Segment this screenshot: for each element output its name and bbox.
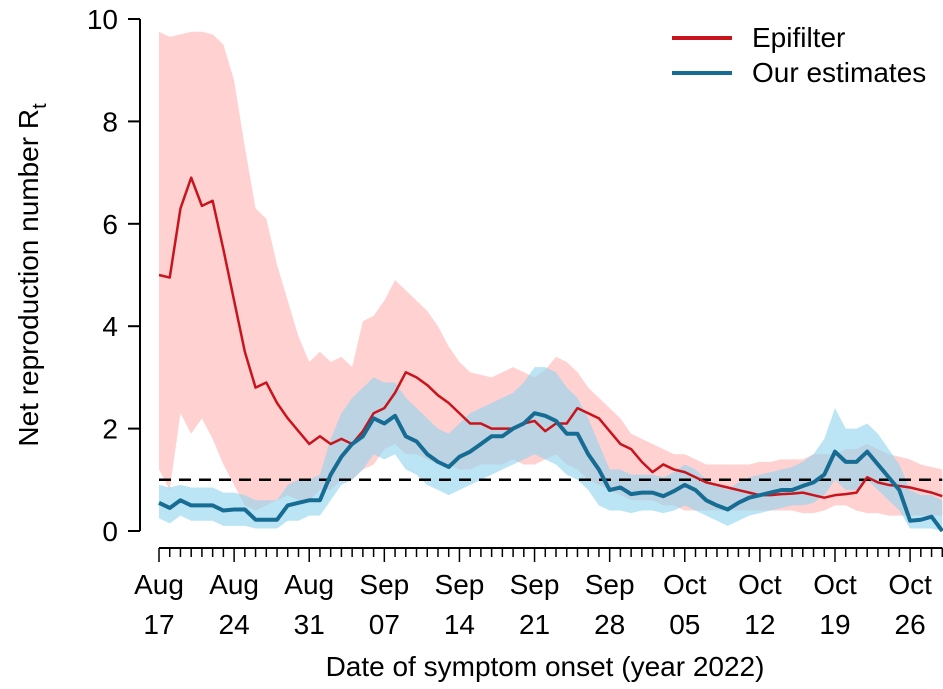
x-tick-label-line: 26	[895, 609, 926, 640]
x-tick-label-line: 07	[369, 609, 400, 640]
y-tick-label: 10	[87, 4, 118, 35]
x-tick-label: Sep 14	[435, 569, 485, 640]
y-tick-label: 0	[102, 516, 118, 547]
y-axis-title-sub: t	[29, 103, 51, 109]
x-tick-label-line: Aug	[134, 569, 184, 600]
x-tick-label-line: 28	[594, 609, 625, 640]
x-tick-label-line: Oct	[813, 569, 857, 600]
x-tick-label-line: 05	[669, 609, 700, 640]
x-tick-label-line: 12	[744, 609, 775, 640]
x-tick-label: Aug 17	[134, 569, 184, 640]
x-tick-label-line: Oct	[663, 569, 707, 600]
x-tick-label-line: 21	[519, 609, 550, 640]
y-tick-label: 8	[102, 106, 118, 137]
x-tick-label: Oct 19	[813, 569, 857, 640]
x-tick-label: Sep 28	[585, 569, 635, 640]
x-tick-label-line: Aug	[284, 569, 334, 600]
x-tick-label-line: Sep	[359, 569, 409, 600]
x-tick-label: Sep 21	[510, 569, 560, 640]
x-tick-label: Oct 05	[663, 569, 707, 640]
x-tick-label: Aug 24	[209, 569, 259, 640]
x-tick-label-line: Aug	[209, 569, 259, 600]
lines	[158, 176, 943, 533]
confidence-band	[159, 31, 943, 516]
x-tick-label-line: 31	[294, 609, 325, 640]
x-tick-label: Sep 07	[359, 569, 409, 640]
x-tick-label: Oct 26	[888, 569, 932, 640]
legend-label: Our estimates	[752, 57, 926, 88]
bands	[159, 31, 943, 531]
x-tick-label-line: 24	[219, 609, 250, 640]
x-tick-label-line: Oct	[888, 569, 932, 600]
x-tick-label-line: Sep	[510, 569, 560, 600]
x-tick-label-line: 17	[143, 609, 174, 640]
legend-label: Epifilter	[752, 22, 845, 53]
y-tick-label: 2	[102, 414, 118, 445]
series-line	[158, 176, 943, 499]
x-tick-label-line: Sep	[585, 569, 635, 600]
y-axis-title: Net reproduction number Rt	[13, 103, 51, 447]
y-tick-label: 6	[102, 209, 118, 240]
x-axis-title: Date of symptom onset (year 2022)	[326, 651, 765, 682]
x-tick-label: Oct 12	[738, 569, 782, 640]
series-line	[158, 411, 943, 533]
x-tick-label-line: Sep	[435, 569, 485, 600]
x-tick-label: Aug 31	[284, 569, 334, 640]
confidence-band	[159, 367, 943, 531]
x-tick-label-line: Oct	[738, 569, 782, 600]
y-tick-label: 4	[102, 311, 118, 342]
x-tick-label-line: 14	[444, 609, 475, 640]
x-tick-label-line: 19	[819, 609, 850, 640]
y-axis-title-main: Net reproduction number R	[13, 109, 44, 447]
